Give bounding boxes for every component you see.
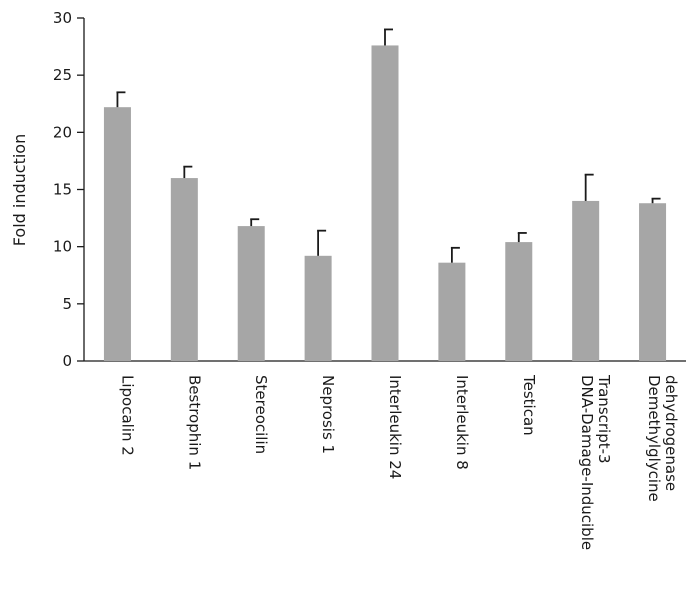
- bar: [438, 262, 466, 361]
- x-category-label: DNA-Damage-Inducible: [578, 375, 596, 550]
- x-category-label: Transcript-3: [595, 374, 613, 464]
- x-category-label: Neprosis 1: [319, 375, 337, 454]
- x-category-label: Lipocalin 2: [118, 375, 136, 456]
- x-category-label: dehydrogenase: [662, 375, 680, 491]
- bar: [103, 107, 131, 362]
- y-tick-label: 10: [53, 238, 72, 256]
- bar: [371, 45, 399, 361]
- bars: [103, 45, 667, 362]
- y-tick-label: 15: [53, 181, 72, 199]
- y-tick-label: 20: [53, 123, 72, 141]
- bar: [170, 178, 198, 361]
- bar: [237, 226, 265, 361]
- y-tick-label: 25: [53, 66, 72, 84]
- y-tick-label: 30: [53, 9, 72, 27]
- y-axis-title: Fold induction: [10, 134, 29, 246]
- bar: [304, 255, 332, 361]
- x-category-label: Interleukin 8: [453, 375, 471, 470]
- x-category-label: Demethylglycine: [645, 375, 663, 502]
- x-axis-labels: Lipocalin 2 Bestrophin 1 Stereocilin Nepros…: [118, 374, 680, 550]
- error-bars: [116, 28, 661, 263]
- x-category-label: Testican: [520, 374, 538, 436]
- bar: [505, 242, 533, 361]
- bar: [572, 200, 600, 361]
- y-tick-label: 5: [62, 295, 72, 313]
- x-category-label: Stereocilin: [252, 375, 270, 454]
- x-category-label: Interleukin 24: [386, 375, 404, 479]
- y-tick-label: 0: [62, 352, 72, 370]
- x-category-label: Bestrophin 1: [185, 375, 203, 470]
- bar: [639, 203, 667, 361]
